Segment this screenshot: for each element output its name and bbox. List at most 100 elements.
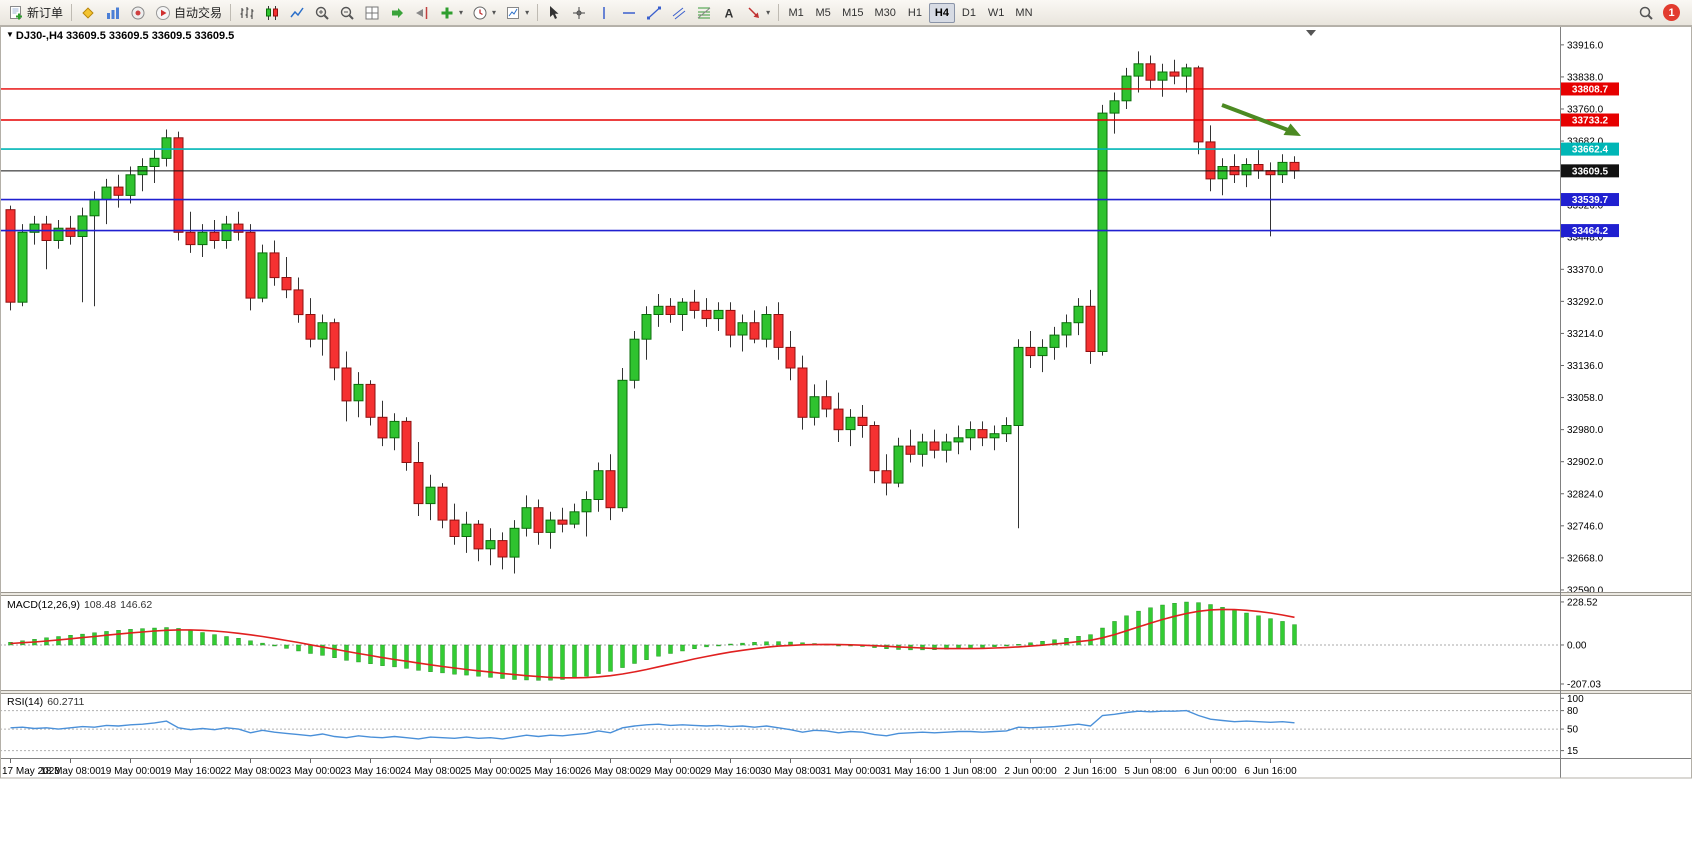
fibonacci-button[interactable] (692, 2, 716, 24)
macd-bar (596, 644, 601, 674)
new-order-label: 新订单 (27, 6, 64, 20)
macd-bar (260, 642, 265, 646)
trendline-button[interactable] (642, 2, 666, 24)
timeframe-m1-button[interactable]: M1 (783, 3, 809, 23)
clock-icon (473, 6, 487, 19)
bar-chart-button[interactable] (235, 2, 259, 24)
rsi-tick-label: 15 (1567, 746, 1579, 757)
notification-badge[interactable]: 1 (1663, 4, 1680, 21)
candle-down (413, 462, 424, 505)
chart-shift-icon (416, 6, 428, 19)
macd-bar (1172, 603, 1177, 646)
candle-down (377, 416, 388, 439)
timeframe-mn-button[interactable]: MN (1010, 3, 1037, 23)
candle-up (521, 507, 532, 529)
timeframe-h4-button[interactable]: H4 (928, 2, 955, 23)
toolbar: 新订单 自动交易 ▾ ▾ (0, 0, 1692, 26)
macd-bar (284, 644, 289, 649)
timeframe-m15-button[interactable]: M15 (837, 3, 868, 23)
symbol-collapse-icon[interactable]: ▼ (6, 30, 14, 39)
candle-up (1133, 63, 1144, 77)
candle-down (557, 519, 568, 525)
candle-down (821, 396, 832, 410)
cursor-button[interactable] (542, 2, 566, 24)
horizontal-line-button[interactable] (617, 2, 641, 24)
price-tick-label: 33214.0 (1567, 329, 1604, 340)
time-tick-label: 19 May 00:00 (100, 766, 161, 777)
macd-bar (656, 644, 661, 657)
time-tick-label: 2 Jun 00:00 (1004, 766, 1057, 777)
price-lines[interactable]: 33808.7 33733.2 33662.4 33609.5 33539.7 33464… (0, 82, 1619, 238)
zoom-in-button[interactable] (310, 2, 334, 24)
candle-down (881, 470, 892, 484)
timeframe-w1-button[interactable]: W1 (983, 3, 1010, 23)
macd-bar (584, 644, 589, 677)
timeframe-h1-button[interactable]: H1 (902, 3, 928, 23)
timeframe-m30-button[interactable]: M30 (870, 3, 901, 23)
price-tick-label: 33916.0 (1567, 40, 1604, 51)
macd-bar (476, 644, 481, 677)
candle-up (509, 527, 520, 558)
text-tool-button[interactable]: A (717, 2, 741, 24)
candlestick-chart-button[interactable] (260, 2, 284, 24)
time-tick-label: 6 Jun 00:00 (1184, 766, 1237, 777)
toolbar-separator (230, 4, 232, 21)
templates-button[interactable]: ▾ (501, 2, 533, 24)
horizontal-line-icon (623, 11, 636, 14)
pane-separator[interactable] (0, 592, 1692, 596)
crosshair-button[interactable] (567, 2, 591, 24)
chevron-down-icon: ▾ (492, 8, 497, 17)
chart-shift-button[interactable] (410, 2, 434, 24)
chart-shift-marker[interactable] (1306, 30, 1316, 36)
arrow-annotation[interactable] (1221, 103, 1301, 136)
macd-bar (176, 628, 181, 646)
indicators-button[interactable]: ▾ (435, 2, 467, 24)
timeframe-d1-button[interactable]: D1 (956, 3, 982, 23)
candle-down (977, 429, 988, 439)
candle-up (653, 305, 664, 315)
auto-trading-button[interactable]: 自动交易 (151, 2, 226, 24)
channel-button[interactable] (667, 2, 691, 24)
time-tick-label: 25 May 00:00 (460, 766, 521, 777)
macd-bar (692, 644, 697, 649)
candle-up (101, 186, 112, 200)
auto-scroll-button[interactable] (385, 2, 409, 24)
macd-bar (776, 641, 781, 646)
candle-up (1073, 305, 1084, 324)
candle-up (617, 379, 628, 509)
arrow-line[interactable] (1221, 103, 1289, 132)
main-chart-pane[interactable] (0, 28, 1560, 592)
rsi-tick-label: 80 (1567, 706, 1579, 717)
market-watch-button[interactable] (76, 2, 100, 24)
rsi-pane[interactable] (0, 694, 1560, 758)
candle-down (749, 322, 760, 340)
zoom-out-button[interactable] (335, 2, 359, 24)
data-window-button[interactable] (101, 2, 125, 24)
timeframe-m5-button[interactable]: M5 (810, 3, 836, 23)
candle-down (1193, 67, 1204, 143)
auto-scroll-icon (392, 7, 404, 18)
macd-bar (680, 644, 685, 652)
candle-down (905, 445, 916, 455)
arrow-tool-icon (748, 6, 760, 18)
candle-down (233, 223, 244, 233)
arrows-tool-button[interactable]: ▾ (742, 2, 774, 24)
time-tick-label: 18 May 08:00 (40, 766, 101, 777)
new-order-button[interactable]: 新订单 (4, 2, 67, 24)
price-tick-label: 33760.0 (1567, 104, 1604, 115)
vertical-line-button[interactable] (592, 2, 616, 24)
chart-canvas[interactable]: 33916.033838.033760.033682.033604.033526… (0, 26, 1692, 841)
candle-up (29, 223, 40, 233)
pane-separator[interactable] (0, 690, 1692, 694)
candle-up (629, 338, 640, 381)
price-tick-label: 33370.0 (1567, 265, 1604, 276)
periods-button[interactable]: ▾ (468, 2, 500, 24)
macd-bar (740, 642, 745, 646)
navigator-button[interactable] (126, 2, 150, 24)
search-button[interactable] (1634, 2, 1658, 24)
line-chart-button[interactable] (285, 2, 309, 24)
macd-bar (1148, 607, 1153, 646)
tile-windows-button[interactable] (360, 2, 384, 24)
